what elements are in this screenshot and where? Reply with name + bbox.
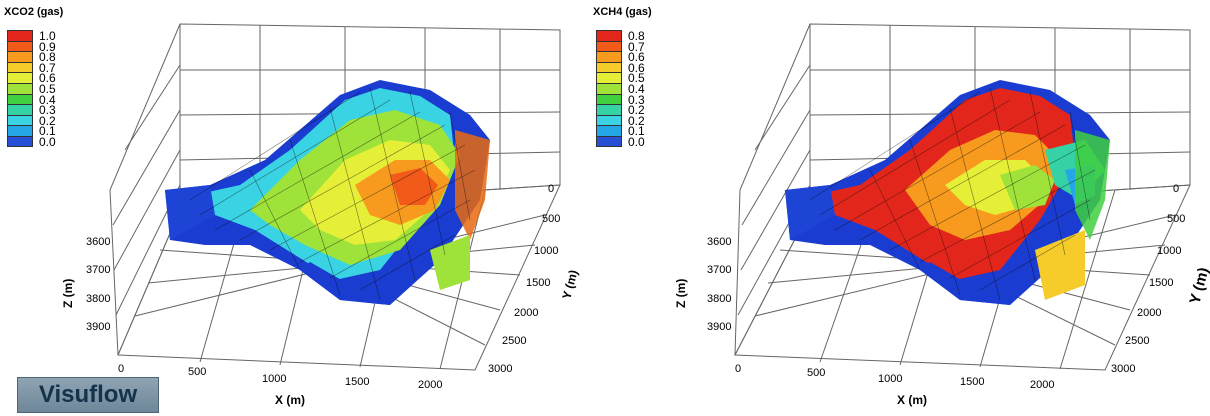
legend-label: 0.6 [628, 50, 645, 65]
x-tick: 500 [188, 366, 206, 378]
legend-label: 0.8 [628, 29, 645, 43]
x-axis: 0 500 1000 1500 2000 X (m) [118, 363, 442, 407]
y-tick: 1500 [1149, 277, 1173, 289]
x-tick: 0 [735, 363, 741, 375]
y-tick: 2000 [514, 307, 538, 319]
legend-label: 0.2 [39, 113, 56, 128]
z-tick: 3800 [707, 293, 731, 305]
z-axis: 3600 3700 3800 3900 Z (m) [61, 236, 110, 333]
legend-label: 0.7 [628, 39, 645, 54]
visuflow-label: Visuflow [38, 381, 138, 408]
legend-label: 1.0 [39, 29, 56, 43]
legend-frame [7, 30, 33, 147]
legend-label: 0.1 [628, 124, 645, 139]
x-tick: 1000 [878, 373, 902, 385]
legend-label: 0.9 [39, 39, 56, 54]
x-axis-title: X (m) [275, 393, 305, 407]
legend-frame [596, 30, 622, 147]
z-axis-title: Z (m) [674, 279, 688, 308]
z-axis: 3600 3700 3800 3900 Z (m) [674, 236, 731, 333]
y-tick: 0 [1173, 183, 1179, 195]
y-tick: 1000 [534, 245, 558, 257]
y-axis-title: Y (m) [559, 268, 580, 300]
y-axis: 0 500 1000 1500 2000 2500 3000 Y (m) [488, 183, 581, 375]
z-tick: 3700 [707, 264, 731, 276]
y-tick: 500 [542, 213, 560, 225]
y-tick: 500 [1167, 213, 1185, 225]
z-axis-title: Z (m) [61, 279, 75, 308]
z-tick: 3900 [707, 321, 731, 333]
y-tick: 2500 [1125, 335, 1149, 347]
legend-label: 0.0 [628, 135, 645, 149]
y-tick: 1500 [526, 277, 550, 289]
x-axis-title: X (m) [897, 393, 927, 407]
x-axis: 0 500 1000 1500 2000 X (m) [735, 363, 1054, 407]
xch4-panel: 3600 3700 3800 3900 Z (m) 0 500 1000 150… [593, 0, 1210, 416]
y-tick: 3000 [1111, 363, 1135, 375]
x-tick: 1000 [262, 373, 286, 385]
legend-title: XCO2 (gas) [4, 6, 64, 18]
xco2-3d-plot: 3600 3700 3800 3900 Z (m) 0 500 1000 150… [61, 23, 581, 407]
x-tick: 2000 [418, 379, 442, 391]
legend-label: 0.2 [628, 113, 645, 128]
legend-label: 0.2 [628, 103, 645, 118]
y-tick: 3000 [488, 363, 512, 375]
visuflow-badge: Visuflow [17, 377, 159, 413]
legend-label: 0.8 [39, 50, 56, 65]
y-tick: 0 [548, 183, 554, 195]
xco2-panel: 3600 3700 3800 3900 Z (m) 0 500 1000 150… [4, 6, 581, 413]
legend-label: 0.5 [39, 82, 56, 96]
x-tick: 2000 [1030, 379, 1054, 391]
y-axis-title: Y (m) [1186, 266, 1210, 306]
legend-label: 0.5 [628, 71, 645, 86]
x-tick: 500 [807, 367, 825, 379]
legend-label: 0.4 [39, 92, 56, 107]
z-tick: 3600 [707, 236, 731, 248]
x-tick: 1500 [960, 376, 984, 388]
xch4-3d-plot: 3600 3700 3800 3900 Z (m) 0 500 1000 150… [674, 23, 1210, 407]
legend-label: 0.6 [39, 71, 56, 86]
x-tick: 1500 [345, 376, 369, 388]
legend-label: 0.6 [628, 60, 645, 75]
legend-label: 0.3 [39, 103, 56, 118]
z-tick: 3600 [86, 236, 110, 248]
y-tick: 2000 [1137, 307, 1161, 319]
z-tick: 3700 [86, 264, 110, 276]
legend-label: 0.4 [628, 82, 645, 96]
y-tick: 1000 [1157, 245, 1181, 257]
y-tick: 2500 [502, 335, 526, 347]
legend-label: 0.7 [39, 60, 56, 75]
legend-title: XCH4 (gas) [593, 6, 652, 18]
legend-label: 0.3 [628, 92, 645, 107]
legend-label: 0.0 [39, 135, 56, 149]
x-tick: 0 [118, 363, 124, 375]
y-axis: 0 500 1000 1500 2000 2500 3000 Y (m) [1111, 183, 1210, 375]
legend-label: 0.1 [39, 124, 56, 139]
z-tick: 3800 [86, 293, 110, 305]
reservoir-surface [165, 80, 490, 305]
z-tick: 3900 [86, 321, 110, 333]
reservoir-surface [785, 80, 1110, 305]
